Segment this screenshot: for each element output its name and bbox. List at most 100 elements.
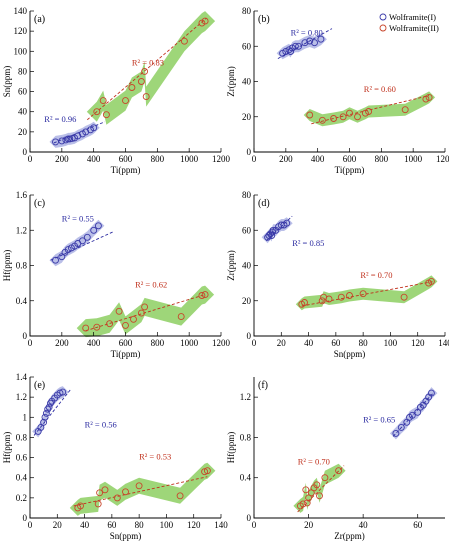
x-tick-label: 60 xyxy=(331,338,341,348)
y-tick-label: 20 xyxy=(18,127,28,137)
r2-label: R² = 0.70 xyxy=(360,270,392,280)
data-point-wolframite-ii xyxy=(303,499,311,507)
x-tick-label: 40 xyxy=(359,520,369,530)
x-tick-label: 100 xyxy=(160,520,174,530)
x-tick-label: 1000 xyxy=(180,338,199,348)
y-axis-label: Hf(ppm) xyxy=(2,250,12,282)
y-tick-label: 0.4 xyxy=(16,473,28,483)
data-point-wolframite-ii xyxy=(330,115,338,122)
trend-line-wolframite-ii xyxy=(87,17,207,121)
y-tick-label: 0 xyxy=(23,147,28,157)
data-point-wolframite-i xyxy=(288,44,296,52)
data-point-wolframite-ii xyxy=(306,111,314,119)
data-point-wolframite-i xyxy=(42,409,50,417)
x-axis-label: Ti(ppm) xyxy=(111,349,141,359)
panel-label: (b) xyxy=(258,14,270,25)
y-tick-label: 0.4 xyxy=(240,473,252,483)
r2-label: R² = 0.85 xyxy=(292,238,324,248)
y-tick-label: 80 xyxy=(18,66,28,76)
x-tick-label: 1000 xyxy=(180,154,199,164)
trend-line-wolframite-ii xyxy=(301,280,435,307)
data-point-wolframite-ii xyxy=(198,292,206,299)
data-point-wolframite-i xyxy=(282,48,290,55)
data-point-wolframite-ii xyxy=(203,467,211,475)
data-point-wolframite-i xyxy=(58,253,66,261)
r2-label: R² = 0.80 xyxy=(291,28,323,38)
x-tick-label: 140 xyxy=(214,520,228,530)
data-point-wolframite-ii xyxy=(180,37,188,45)
y-tick-label: 0 xyxy=(247,147,252,157)
data-point-wolframite-i xyxy=(397,423,405,431)
x-axis-label: Sn(ppm) xyxy=(334,349,366,359)
r2-label: R² = 0.55 xyxy=(62,213,94,223)
data-point-wolframite-ii xyxy=(99,97,107,105)
data-point-wolframite-ii xyxy=(301,299,308,306)
y-tick-label: 60 xyxy=(242,41,252,51)
data-point-wolframite-ii xyxy=(316,492,323,500)
y-axis-label: Hf(ppm) xyxy=(226,432,236,464)
data-point-wolframite-ii xyxy=(141,67,149,75)
data-point-wolframite-i xyxy=(392,429,400,437)
data-point-wolframite-i xyxy=(64,246,72,254)
trend-line-wolframite-i xyxy=(277,28,333,59)
y-tick-label: 80 xyxy=(242,6,252,16)
x-tick-label: 60 xyxy=(107,520,117,530)
data-point-wolframite-i xyxy=(45,403,53,411)
x-tick-label: 800 xyxy=(375,154,389,164)
legend-marker-wolframite-ii xyxy=(379,24,387,32)
data-point-wolframite-ii xyxy=(346,292,353,299)
x-tick-label: 400 xyxy=(311,154,325,164)
data-point-wolframite-i xyxy=(301,39,309,47)
data-point-wolframite-ii xyxy=(321,474,329,482)
x-tick-label: 120 xyxy=(187,520,201,530)
y-tick-label: 1.6 xyxy=(16,190,28,200)
data-point-wolframite-ii xyxy=(93,323,101,331)
y-tick-label: 80 xyxy=(242,190,252,200)
data-point-wolframite-ii xyxy=(354,113,361,121)
x-tick-label: 0 xyxy=(28,338,33,348)
data-point-wolframite-ii xyxy=(96,489,104,497)
data-point-wolframite-i xyxy=(306,37,314,45)
data-point-wolframite-ii xyxy=(141,303,149,311)
data-point-wolframite-ii xyxy=(401,106,409,114)
y-tick-label: 40 xyxy=(242,261,252,271)
x-tick-label: 60 xyxy=(413,520,423,530)
data-point-wolframite-i xyxy=(74,132,82,140)
y-tick-label: 0.8 xyxy=(240,432,252,442)
chart-panel: R² = 0.80 R² = 0.60 0 200 400 600 800 1000 1200 0… xyxy=(226,6,449,175)
field-wolframite-ii xyxy=(69,462,216,516)
y-axis-label: Zr(ppm) xyxy=(226,66,236,97)
data-point-wolframite-i xyxy=(68,134,76,142)
trend-line-wolframite-i xyxy=(53,121,105,144)
data-point-wolframite-ii xyxy=(425,93,433,101)
y-tick-label: 0.4 xyxy=(16,296,28,306)
r2-label: R² = 0.96 xyxy=(44,114,76,124)
x-tick-label: 1200 xyxy=(436,154,449,164)
x-tick-label: 100 xyxy=(384,338,398,348)
data-point-wolframite-i xyxy=(269,226,277,234)
data-point-wolframite-i xyxy=(268,232,276,239)
data-point-wolframite-ii xyxy=(94,500,102,508)
data-point-wolframite-i xyxy=(90,124,98,132)
chart-panel: R² = 0.65 R² = 0.70 0 20 40 60 0 0.4 0.8 1.2 Zr(pp… xyxy=(226,377,445,541)
y-tick-label: 0.8 xyxy=(16,432,28,442)
x-tick-label: 0 xyxy=(252,520,257,530)
y-tick-label: 1.2 xyxy=(16,225,27,235)
legend-label: Wolframite(I) xyxy=(389,12,436,22)
y-axis-label: Hf(ppm) xyxy=(2,432,12,464)
x-axis-label: Zr(ppm) xyxy=(334,531,365,541)
x-axis-label: Ti(ppm) xyxy=(335,165,365,175)
x-tick-label: 0 xyxy=(252,338,257,348)
x-axis-label: Sn(ppm) xyxy=(110,531,142,541)
x-tick-label: 40 xyxy=(80,520,90,530)
y-tick-label: 1.2 xyxy=(16,392,27,402)
data-point-wolframite-i xyxy=(427,389,435,397)
r2-label: R² = 0.60 xyxy=(364,84,396,94)
data-point-wolframite-i xyxy=(311,39,318,47)
panel-label: (e) xyxy=(34,380,45,391)
x-tick-label: 20 xyxy=(277,338,287,348)
data-point-wolframite-i xyxy=(317,35,325,43)
field-wolframite-ii xyxy=(86,11,216,125)
r2-label: R² = 0.70 xyxy=(298,457,330,467)
y-tick-label: 0 xyxy=(23,331,28,341)
